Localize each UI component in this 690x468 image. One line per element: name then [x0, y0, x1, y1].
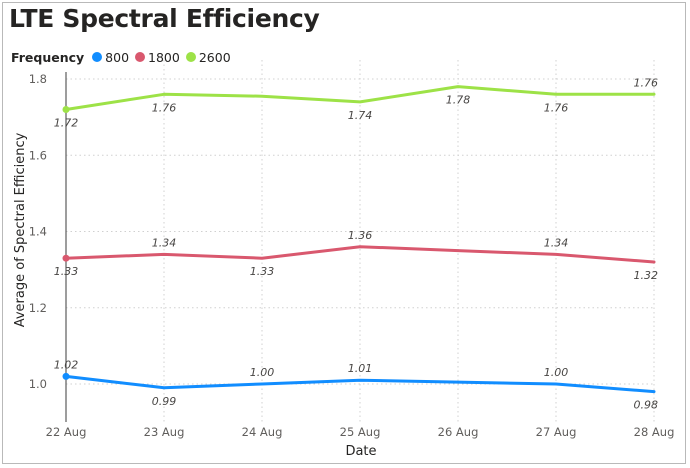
y-tick-label: 1.2: [29, 301, 47, 315]
series-marker-1800: [62, 254, 70, 262]
y-tick-label: 1.0: [29, 377, 47, 391]
legend-title: Frequency: [11, 49, 85, 65]
data-label: 1.76: [544, 101, 569, 114]
grid-layer: [66, 60, 655, 422]
legend-swatch-1800: [135, 52, 146, 62]
series-line-1800: [64, 245, 656, 264]
y-axis-title: Average of Spectral Efficiency: [13, 132, 28, 327]
data-label: 1.02: [54, 358, 79, 371]
series-line-800: [64, 374, 656, 394]
data-label: 1.33: [250, 265, 275, 278]
series-layer: [62, 85, 656, 394]
data-label: 1.78: [446, 94, 471, 107]
data-label: 1.74: [348, 109, 373, 122]
data-label: 1.36: [348, 229, 373, 242]
x-tick-label: 27 Aug: [536, 425, 577, 439]
label-layer: 1.02 0.99 1.00 1.01 1.00 0.98 1.33 1.34 1.33 1.36…: [54, 76, 658, 411]
series-marker-2600: [62, 106, 70, 113]
legend-item-1800[interactable]: 1800: [135, 50, 180, 65]
data-label: 1.76: [634, 76, 659, 89]
data-label: 1.01: [348, 362, 373, 375]
legend: Frequency 800 1800 2600: [11, 48, 237, 66]
data-label: 1.32: [634, 269, 659, 282]
data-label: 1.33: [54, 265, 79, 278]
x-tick-label: 24 Aug: [242, 425, 283, 439]
data-label: 1.00: [544, 366, 569, 379]
legend-label-800: 800: [105, 49, 130, 65]
legend-label-1800: 1800: [148, 49, 180, 65]
x-tick-label: 26 Aug: [438, 425, 479, 439]
data-label: 1.34: [544, 236, 569, 249]
legend-item-800[interactable]: 800: [92, 50, 129, 65]
axis-layer: 1.0 1.2 1.4 1.6 1.8 22 Aug 23 Aug 24 Aug 25 Aug 2…: [29, 72, 675, 439]
x-axis-title: Date: [345, 444, 376, 459]
data-label: 0.99: [152, 395, 177, 408]
legend-swatch-800: [92, 52, 103, 62]
data-label: 1.34: [152, 236, 177, 249]
legend-label-2600: 2600: [198, 49, 231, 65]
chart-title: LTE Spectral Efficiency: [9, 4, 320, 33]
data-label: 0.98: [634, 399, 659, 412]
x-tick-label: 22 Aug: [46, 425, 87, 439]
series-marker-800: [62, 372, 70, 380]
x-tick-label: 28 Aug: [634, 425, 675, 439]
y-tick-label: 1.6: [29, 148, 47, 162]
data-label: 1.00: [250, 366, 275, 379]
data-label: 1.72: [54, 117, 79, 130]
x-tick-label: 25 Aug: [340, 425, 381, 439]
y-tick-label: 1.8: [29, 72, 47, 86]
x-tick-label: 23 Aug: [144, 425, 185, 439]
legend-item-2600[interactable]: 2600: [185, 49, 231, 65]
legend-swatch-2600: [185, 52, 196, 62]
y-tick-label: 1.4: [29, 225, 47, 239]
series-line-2600: [64, 85, 656, 111]
data-label: 1.76: [152, 101, 177, 114]
